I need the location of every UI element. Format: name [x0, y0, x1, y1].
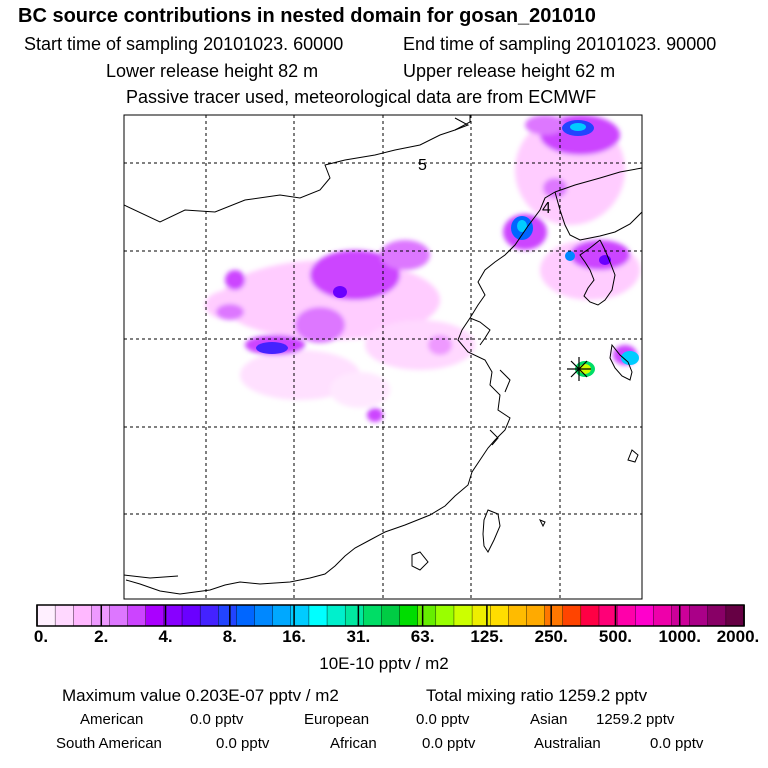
concentration-field	[205, 115, 640, 422]
colorbar-cell	[181, 604, 201, 627]
receptor-star-icon	[567, 357, 591, 381]
colorbar-tick-label: 16.	[282, 627, 306, 646]
region-name-european: European	[304, 711, 370, 728]
upper-release-height-label: Upper release height 62 m	[403, 61, 616, 81]
start-time-label: Start time of sampling 20101023. 60000	[24, 34, 344, 54]
colorbar-cell	[544, 604, 564, 627]
map-panel: 5 4	[123, 114, 643, 600]
colorbar-cell	[109, 604, 129, 627]
colorbar-cell	[635, 604, 655, 627]
end-time-label: End time of sampling 20101023. 90000	[403, 34, 717, 54]
region-name-australian: Australian	[534, 735, 601, 752]
colorbar-tick-label: 250.	[534, 627, 568, 646]
colorbar-cell	[199, 604, 219, 627]
colorbar-cell	[163, 604, 183, 627]
colorbar-cell	[490, 604, 510, 627]
lower-release-height-label: Lower release height 82 m	[106, 61, 319, 81]
colorbar-cell	[508, 604, 528, 627]
colorbar-cells	[36, 604, 745, 627]
lat-lon-grid	[124, 115, 642, 599]
colorbar-cell	[453, 604, 473, 627]
region-name-south-american: South American	[56, 735, 162, 752]
colorbar-tick-label: 2.	[94, 627, 109, 646]
colorbar-cell	[399, 604, 419, 627]
colorbar-cell	[689, 604, 709, 627]
colorbar-cell	[381, 604, 401, 627]
hotspot	[517, 220, 527, 232]
colorbar-cell	[127, 604, 147, 627]
colorbar-tick-label: 31.	[346, 627, 371, 646]
region-value-asian: 1259.2 pptv	[596, 711, 675, 728]
plume-core	[380, 240, 430, 270]
plume-core	[570, 240, 630, 270]
colorbar-cell	[254, 604, 274, 627]
colorbar-cell	[707, 604, 727, 627]
colorbar-cell	[344, 604, 365, 627]
colorbar-major-ticks	[36, 605, 745, 626]
colorbar-tick-label: 0.	[33, 627, 49, 646]
hotspot	[565, 251, 575, 261]
tracer-note: Passive tracer used, meteorological data…	[126, 87, 597, 107]
region-name-asian: Asian	[530, 711, 568, 728]
colorbar-tick-label: 63.	[410, 627, 435, 646]
plume-haze	[330, 372, 390, 408]
plume-core	[216, 304, 244, 320]
colorbar-cell	[580, 604, 600, 627]
plume-core	[295, 307, 345, 343]
region-value-south-american: 0.0 pptv	[216, 735, 270, 752]
hotspot	[570, 123, 586, 131]
colorbar-cell	[272, 604, 292, 627]
contour-label: 5	[418, 157, 427, 174]
colorbar-tick-label: 500.	[598, 627, 632, 646]
colorbar-cell	[236, 604, 256, 627]
colorbar-cell	[435, 604, 455, 627]
plume-core	[525, 115, 565, 135]
colorbar-cell	[471, 604, 491, 627]
colorbar-cell	[54, 604, 74, 627]
region-value-european: 0.0 pptv	[416, 711, 470, 728]
plume-core	[543, 178, 567, 198]
hotspot	[333, 286, 347, 298]
colorbar-cell	[417, 604, 437, 627]
colorbar-cell	[326, 604, 346, 627]
hotspot	[256, 342, 288, 354]
contour-label: 4	[542, 200, 551, 217]
coastlines	[124, 115, 642, 595]
colorbar-cell	[526, 604, 546, 627]
plot-title: BC source contributions in nested domain…	[18, 5, 596, 27]
plume-core	[367, 408, 383, 422]
colorbar-cell	[616, 604, 636, 627]
plume-haze	[240, 350, 360, 400]
colorbar-cell	[308, 604, 328, 627]
region-value-australian: 0.0 pptv	[650, 735, 704, 752]
region-name-african: African	[330, 735, 377, 752]
colorbar-tick-label: 1000.	[658, 627, 701, 646]
plume-core	[428, 335, 452, 355]
colorbar-tick-label: 2000.	[716, 627, 760, 646]
colorbar-unit-label: 10E-10 pptv / m2	[319, 654, 449, 673]
colorbar-cell	[562, 604, 582, 627]
colorbar-cell	[653, 604, 673, 627]
colorbar-cell	[73, 604, 93, 627]
plume-core	[310, 250, 400, 300]
plume-core	[225, 270, 245, 290]
colorbar-cell	[671, 604, 691, 627]
colorbar-cell	[145, 604, 165, 627]
colorbar-tick-label: 8.	[222, 627, 237, 646]
maximum-value-label: Maximum value 0.203E-07 pptv / m2	[62, 686, 339, 705]
colorbar-tick-label: 125.	[470, 627, 504, 646]
region-name-american: American	[80, 711, 144, 728]
colorbar-cell	[725, 604, 745, 627]
colorbar-tick-label: 4.	[158, 627, 173, 646]
map-frame	[123, 114, 643, 600]
plume-haze	[365, 320, 475, 370]
total-mixing-ratio-label: Total mixing ratio 1259.2 pptv	[426, 686, 648, 705]
region-value-american: 0.0 pptv	[190, 711, 244, 728]
colorbar-cell	[363, 604, 383, 627]
colorbar-cell	[36, 604, 56, 627]
colorbar	[36, 604, 745, 627]
hotspot	[621, 351, 639, 365]
region-value-african: 0.0 pptv	[422, 735, 476, 752]
colorbar-cell	[218, 604, 238, 627]
